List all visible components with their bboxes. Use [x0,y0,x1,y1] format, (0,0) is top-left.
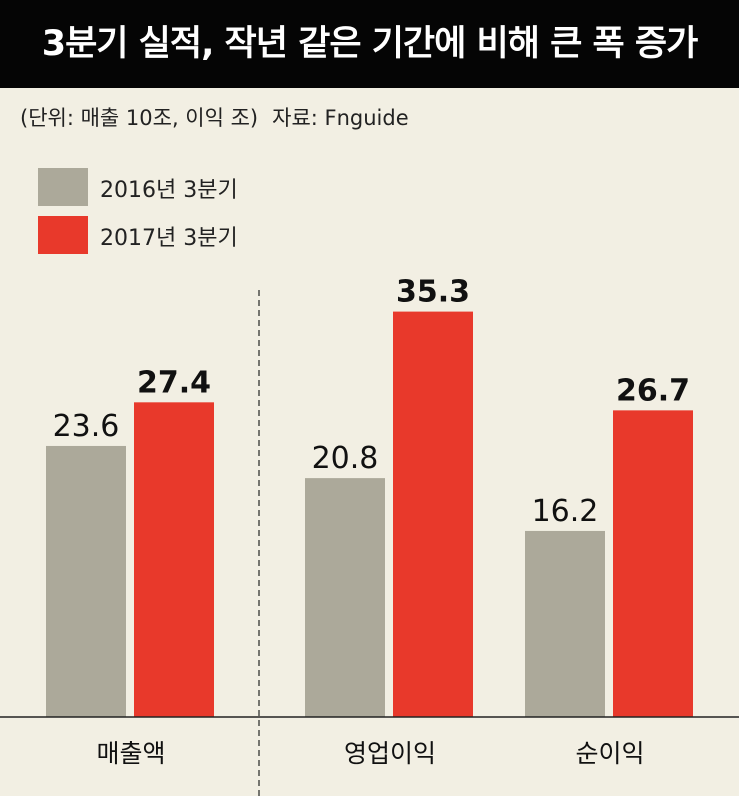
value-label-1-3: 16.2 [532,494,599,529]
unit-note: (단위: 매출 10조, 이익 조) [20,106,259,130]
bar-2-2 [393,311,473,717]
category-label-3: 순이익 [575,739,644,768]
subtitle: (단위: 매출 10조, 이익 조) 자료: Fnguide [20,102,423,132]
category-label-2: 영업이익 [344,739,436,768]
category-label-1: 매출액 [96,739,165,768]
title-bar: 3분기 실적, 작년 같은 기간에 비해 큰 폭 증가 [0,0,739,88]
chart-title: 3분기 실적, 작년 같은 기간에 비해 큰 폭 증가 [41,24,699,64]
value-label-1-1: 23.6 [53,409,120,444]
bar-2-3 [613,410,693,717]
value-label-1-2: 20.8 [312,441,379,476]
legend-label-1: 2016년 3분기 [100,178,238,203]
bar-1-2 [305,478,385,717]
value-label-2-1: 27.4 [137,365,211,400]
value-label-2-2: 35.3 [396,275,470,310]
bar-2-1 [134,402,214,717]
bar-1-3 [525,530,605,717]
legend-swatch-1 [38,168,88,206]
legend-swatch-2 [38,216,88,254]
bar-1-1 [46,445,126,717]
value-label-2-3: 26.7 [616,373,690,408]
legend-label-2: 2017년 3분기 [100,226,238,251]
source-note: 자료: Fnguide [272,106,409,130]
